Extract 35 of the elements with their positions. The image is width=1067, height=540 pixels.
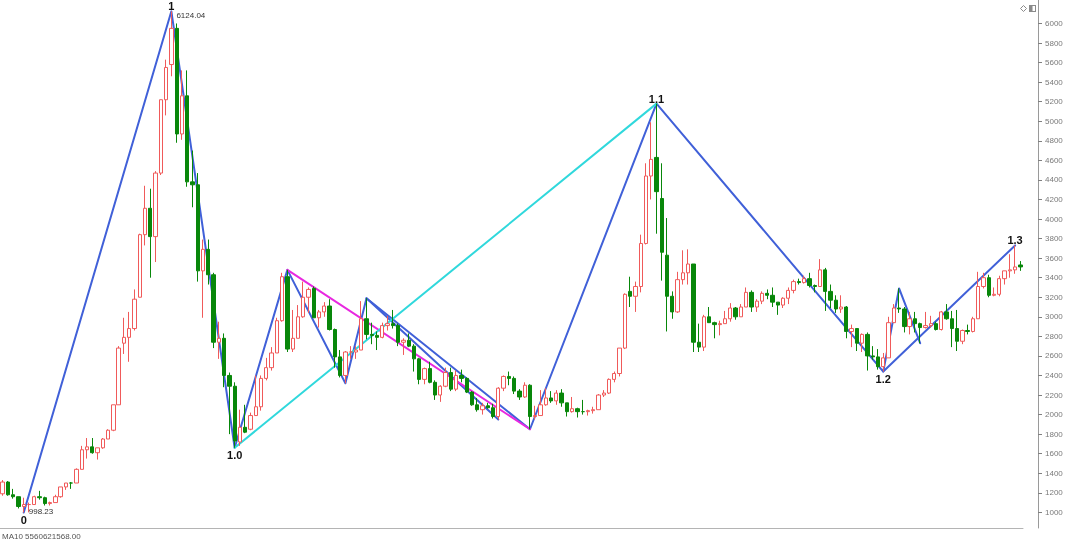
y-tick-label: 2000 (1045, 410, 1064, 420)
y-tick-label: 2600 (1045, 351, 1064, 361)
y-tick-label: 2800 (1045, 331, 1064, 341)
text: 998.23 (28, 507, 54, 517)
y-tick-label: 4400 (1045, 175, 1064, 185)
y-tick-label: 1200 (1045, 488, 1064, 498)
text: 6124.04 (176, 10, 206, 20)
y-tick-label: 5200 (1045, 97, 1064, 107)
y-tick-label: 1800 (1045, 429, 1064, 439)
y-tick-label: 2200 (1045, 390, 1064, 400)
annotation: 1.0 (227, 449, 243, 462)
y-tick-label: 3000 (1045, 312, 1064, 322)
y-tick-label: 3800 (1045, 234, 1064, 244)
annotation: 1.3 (1007, 234, 1023, 247)
annotation: 1 (168, 0, 175, 13)
y-tick-label: 4000 (1045, 214, 1064, 224)
y-tick-label: 3600 (1045, 253, 1064, 263)
y-tick-label: 1000 (1045, 507, 1064, 517)
y-tick-label: 4600 (1045, 155, 1064, 165)
y-tick-label: 2400 (1045, 370, 1064, 380)
y-tick-label: 1400 (1045, 468, 1064, 478)
y-tick-label: 3400 (1045, 273, 1064, 283)
y-tick-label: 4200 (1045, 194, 1064, 204)
y-tick-label: 3200 (1045, 292, 1064, 302)
y-tick-label: 5600 (1045, 58, 1064, 68)
y-tick-label: 5800 (1045, 38, 1064, 48)
y-tick-label: 6000 (1045, 18, 1064, 28)
y-tick-label: 4800 (1045, 136, 1064, 146)
annotation: 1.2 (875, 373, 891, 386)
annotation: 0 (20, 514, 27, 527)
annotation: 1.1 (648, 92, 665, 105)
text: MA10 5560621568.00 (2, 531, 82, 540)
y-tick-label: 1600 (1045, 449, 1064, 459)
y-tick-label: 5000 (1045, 116, 1064, 126)
y-tick-label: 5400 (1045, 77, 1064, 87)
